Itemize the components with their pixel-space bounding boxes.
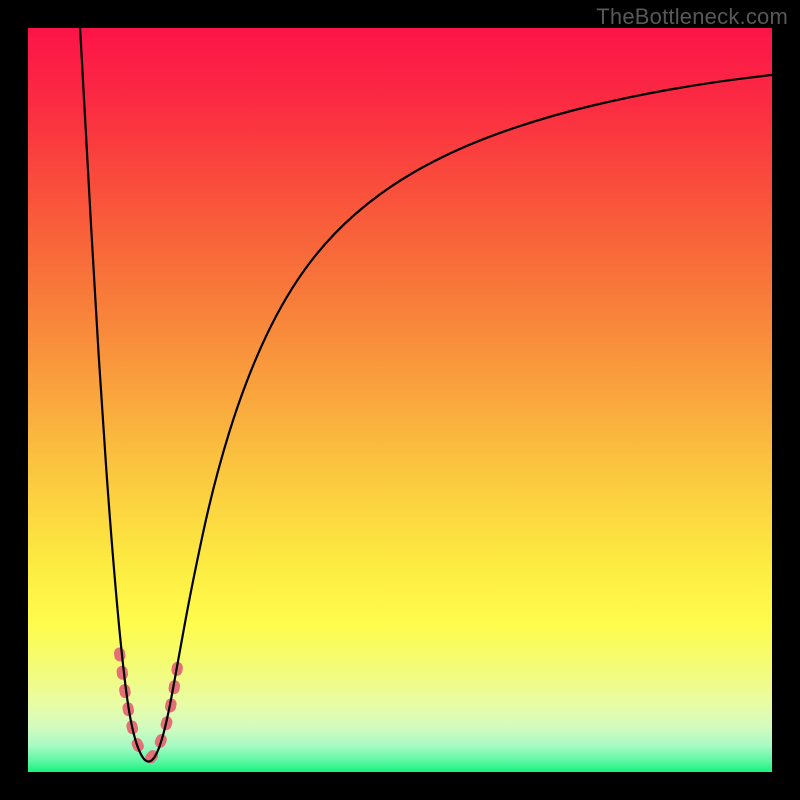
gradient-background <box>28 28 772 772</box>
chart-frame: TheBottleneck.com <box>0 0 800 800</box>
watermark-text: TheBottleneck.com <box>596 4 788 30</box>
bottleneck-plot <box>0 0 800 800</box>
